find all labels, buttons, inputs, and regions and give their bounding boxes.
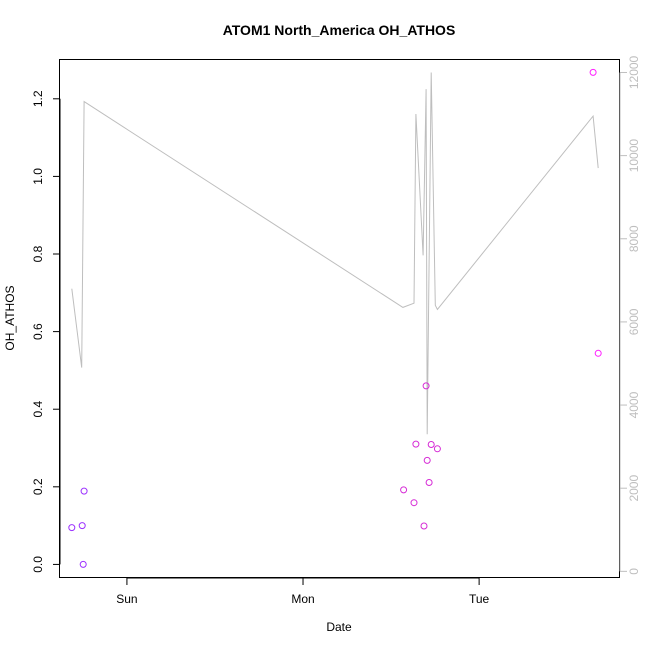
data-point [589,68,597,76]
data-point [412,440,420,448]
x-tick-label: Sun [116,592,137,606]
plot-frame [59,59,620,578]
x-tick-label: Tue [469,592,490,606]
secondary-y-tick-label: 0 [627,568,641,575]
secondary-y-axis: 0 2000 4000 6000 8000 10000 12000 [619,55,641,575]
y-tick-label: 0.2 [31,478,45,495]
data-point [425,479,433,486]
secondary-y-tick-label: 6000 [627,308,641,335]
data-point [420,522,428,530]
y-tick-label: 0.6 [31,323,45,340]
data-point [68,524,76,532]
data-point [433,445,441,453]
chart-title: ATOM1 North_America OH_ATHOS [223,22,456,38]
y-tick-label: 0.0 [31,556,45,573]
secondary-series-layer [71,72,599,435]
y-axis-label: OH_ATHOS [3,285,17,350]
secondary-y-tick-label: 12000 [627,55,641,89]
data-point [427,441,435,448]
secondary-series-line [71,72,599,435]
x-tick-label: Mon [291,592,314,606]
y-axis: 0.0 0.2 0.4 0.6 0.8 1.0 1.2 [31,90,61,573]
secondary-y-tick-label: 2000 [627,475,641,502]
secondary-y-tick-label: 8000 [627,225,641,252]
data-point [594,349,602,357]
y-tick-label: 0.8 [31,245,45,262]
data-point [80,487,88,495]
y-tick-label: 1.0 [31,168,45,185]
data-point [423,456,431,464]
x-axis-label: Date [326,620,352,634]
secondary-y-tick-label: 10000 [627,139,641,173]
data-point [422,382,430,390]
y-tick-label: 0.4 [31,401,45,418]
data-point [78,522,86,530]
data-point [410,499,418,507]
x-axis: Sun Mon Tue [116,577,490,606]
data-points-layer [68,68,602,568]
y-tick-label: 1.2 [31,90,45,107]
data-point [400,486,408,494]
data-point [79,560,87,568]
secondary-y-tick-label: 4000 [627,391,641,418]
